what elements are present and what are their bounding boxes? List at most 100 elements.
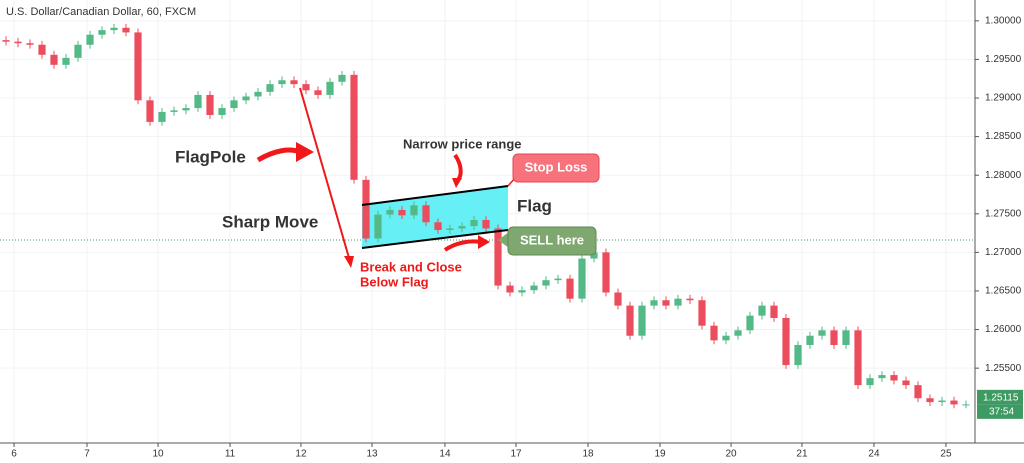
candle-body	[326, 81, 334, 95]
flag-area	[362, 186, 508, 248]
annotation: SELL here	[520, 232, 584, 247]
candle-body	[242, 96, 250, 101]
candle-body	[458, 226, 466, 229]
x-tick-label: 17	[510, 449, 522, 460]
candle-body	[590, 252, 598, 259]
candle-body	[926, 398, 934, 403]
arrowhead	[452, 178, 462, 188]
candle-body	[98, 30, 106, 35]
candle-body	[494, 228, 502, 286]
candle-body	[218, 108, 226, 115]
y-tick-label: 1.27500	[985, 208, 1022, 219]
candle-body	[134, 32, 142, 101]
candle-body	[566, 278, 574, 299]
x-tick-label: 21	[796, 449, 808, 460]
annotation: Sharp Move	[222, 212, 318, 231]
annotation: Below Flag	[360, 274, 429, 289]
chart-title: U.S. Dollar/Canadian Dollar, 60, FXCM	[6, 6, 196, 18]
flagpole-line	[299, 87, 350, 259]
x-tick-label: 12	[295, 449, 307, 460]
candle-body	[2, 40, 10, 42]
y-tick-label: 1.29500	[985, 54, 1022, 65]
callout-tip	[498, 232, 509, 248]
candle-body	[806, 335, 814, 345]
candle-body	[14, 41, 22, 44]
last-price-tag	[977, 389, 1023, 405]
y-tick-label: 1.28500	[985, 131, 1022, 142]
candle-body	[674, 298, 682, 306]
candle-body	[374, 214, 382, 239]
countdown-tag	[977, 404, 1023, 419]
candle-body	[74, 44, 82, 58]
annotation: Narrow price range	[403, 136, 522, 151]
x-tick-label: 14	[439, 449, 451, 460]
candle-body	[878, 375, 886, 379]
candle-body	[578, 258, 586, 299]
candle-body	[170, 110, 178, 112]
candle-body	[470, 219, 478, 227]
candle-body	[398, 209, 406, 216]
candle-body	[698, 300, 706, 326]
x-tick-label: 18	[582, 449, 594, 460]
y-tick-label: 1.27000	[985, 247, 1022, 258]
candle-body	[314, 90, 322, 95]
candle-body	[302, 84, 310, 91]
candle-body	[86, 34, 94, 45]
annotation: Break and Close	[360, 259, 462, 274]
candle-body	[194, 94, 202, 109]
candle-body	[182, 108, 190, 111]
candle-body	[770, 305, 778, 318]
candle-body	[206, 94, 214, 115]
x-tick-label: 13	[366, 449, 378, 460]
flag-top	[361, 185, 509, 206]
candle-body	[530, 285, 538, 291]
candle-body	[26, 43, 34, 45]
stop-loss-box	[512, 153, 600, 183]
x-tick-label: 19	[654, 449, 666, 460]
candle-body	[962, 404, 970, 406]
candle-body	[338, 74, 346, 82]
candle-body	[614, 292, 622, 306]
y-tick-label: 1.26500	[985, 286, 1022, 297]
x-tick-label: 24	[868, 449, 880, 460]
candle-body	[650, 300, 658, 306]
candle-body	[662, 300, 670, 306]
y-tick-label: 1.29000	[985, 93, 1022, 104]
annotation: Flag	[517, 196, 552, 215]
candle-body	[686, 298, 694, 301]
y-tick-label: 1.25500	[985, 363, 1022, 374]
candle-body	[842, 330, 850, 345]
candle-body	[410, 205, 418, 216]
candle-body	[254, 91, 262, 97]
candle-body	[854, 330, 862, 386]
countdown-label: 37:54	[989, 406, 1014, 417]
candle-body	[602, 252, 610, 293]
annotation: Stop Loss	[525, 159, 588, 174]
x-tick-label: 10	[152, 449, 164, 460]
candle-body	[734, 330, 742, 336]
candle-body	[278, 80, 286, 85]
x-tick-label: 11	[225, 449, 236, 460]
candle-body	[830, 330, 838, 345]
candle-body	[422, 205, 430, 223]
candle-body	[554, 278, 562, 281]
candle-body	[122, 27, 130, 33]
axes: 1.25500 1.26000 1.26500 1.27000 1.27500 1.280…	[11, 15, 1023, 460]
x-tick-label: 20	[725, 449, 737, 460]
candle-body	[110, 27, 118, 31]
candle-body	[950, 400, 958, 405]
arrowhead	[344, 256, 354, 268]
candle-body	[710, 325, 718, 341]
sell-box	[507, 226, 597, 256]
candle-body	[146, 100, 154, 122]
flag-bottom	[361, 229, 509, 249]
arrow	[443, 239, 481, 252]
y-tick-label: 1.28000	[985, 170, 1022, 181]
candle-body	[626, 305, 634, 336]
candle-body	[266, 84, 274, 92]
candle-body	[362, 179, 370, 239]
candle-body	[158, 111, 166, 122]
candle-body	[758, 305, 766, 316]
